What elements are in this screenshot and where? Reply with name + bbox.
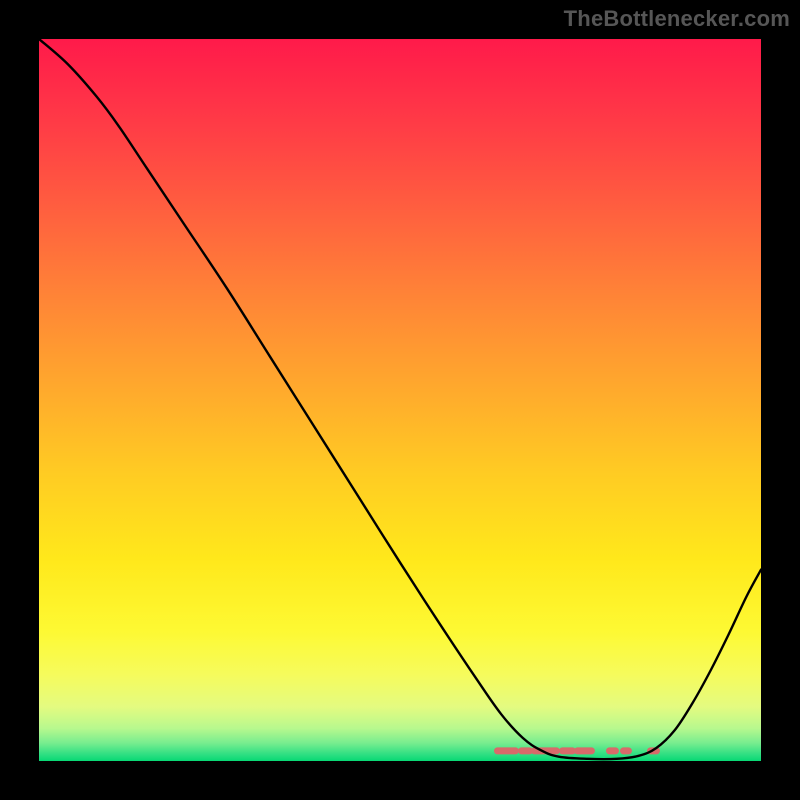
chart-background [39, 39, 761, 761]
bottleneck-chart [39, 39, 761, 761]
chart-svg [39, 39, 761, 761]
chart-frame: TheBottlenecker.com [0, 0, 800, 800]
watermark-text: TheBottlenecker.com [564, 6, 790, 32]
